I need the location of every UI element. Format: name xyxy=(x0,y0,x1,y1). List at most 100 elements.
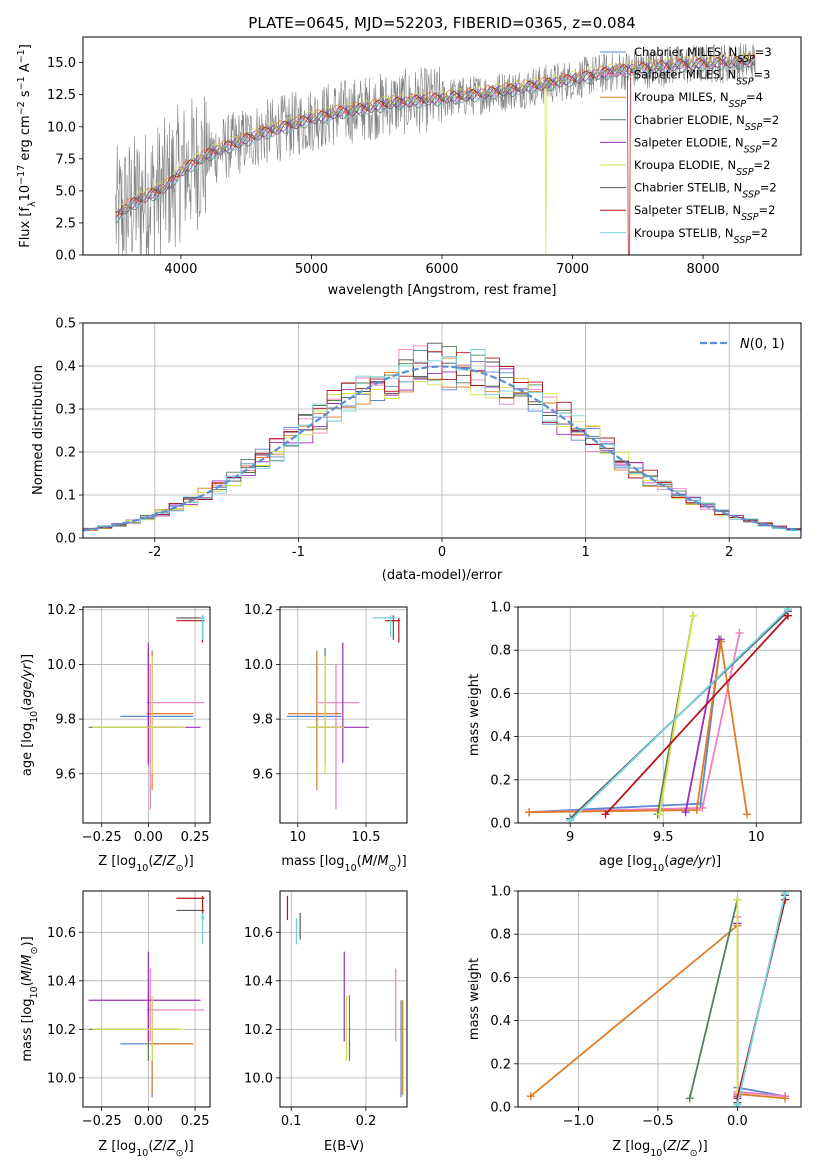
y-tick-label: 7.5 xyxy=(55,152,76,167)
y-tick-label: 0.4 xyxy=(490,730,511,745)
x-tick-label: 0.0 xyxy=(727,1114,748,1129)
weight-marker xyxy=(685,1094,694,1103)
x-tick-label: 0.25 xyxy=(181,830,210,845)
axes: 0.1 0.2 10.0 10.2 10.4 10.6 xyxy=(244,890,408,1129)
y-axis-label: mass [log10(M/M⊙)] xyxy=(20,936,40,1061)
y-tick-label: 10.6 xyxy=(244,926,273,941)
x-tick-label: 0 xyxy=(438,545,446,560)
weight-marker xyxy=(566,816,575,823)
legend-entry: Kroupa ELODIE, NSSP=2 xyxy=(634,158,771,178)
plot-area xyxy=(286,615,401,810)
y-tick-label: 0.8 xyxy=(490,928,511,943)
weight-marker xyxy=(525,808,534,817)
weight-marker xyxy=(692,806,701,815)
y-tick-label: 0.3 xyxy=(55,403,76,418)
y-tick-label: 0.1 xyxy=(55,489,76,504)
y-tick-label: 10.0 xyxy=(47,1071,76,1086)
legend-entry: Chabrier MILES, NSSP=3 xyxy=(634,45,772,65)
weight-marker xyxy=(526,1092,535,1101)
y-tick-label: 10.0 xyxy=(244,658,273,673)
y-axis-label: Normed distribution xyxy=(31,365,46,495)
x-tick-label: 0.2 xyxy=(356,1114,377,1129)
legend-entry: Kroupa MILES, NSSP=4 xyxy=(634,90,763,110)
observed-spectrum xyxy=(115,42,756,255)
y-tick-label: 10.2 xyxy=(47,603,76,618)
axes: 10 10.5 9.6 9.8 10.0 10.2 xyxy=(244,603,408,845)
grid xyxy=(518,890,801,1108)
y-tick-label: 10.4 xyxy=(47,974,76,989)
weight-line xyxy=(529,641,748,815)
y-tick-label: 0.2 xyxy=(55,446,76,461)
axes-frame xyxy=(82,322,802,539)
weight-marker xyxy=(655,810,664,819)
x-tick-label: −0.25 xyxy=(82,830,122,845)
axes-frame xyxy=(82,606,211,824)
y-tick-label: 15.0 xyxy=(47,56,76,71)
weight-line xyxy=(736,893,786,1105)
axes-frame xyxy=(82,36,802,256)
plot-area xyxy=(88,895,205,1098)
y-tick-label: 0.2 xyxy=(490,1057,511,1072)
y-tick-label: 0.4 xyxy=(55,360,76,375)
age-vs-metallicity-panel: −0.25 0.00 0.25 9.6 9.8 10.0 10.2 Z [log10(Z/Z⊙… xyxy=(20,603,211,874)
weight-marker xyxy=(783,607,792,614)
axes: 4000 5000 6000 7000 8000 0.0 2.5 5.0 7.5 10.0 12.5… xyxy=(47,36,802,277)
y-tick-label: 0.8 xyxy=(490,644,511,659)
y-axis-label: age [log10(age/yr)] xyxy=(20,654,40,776)
y-tick-label: 9.8 xyxy=(252,713,273,728)
plot-area xyxy=(525,607,792,823)
weight-marker xyxy=(689,611,698,620)
y-tick-label: 0.6 xyxy=(490,687,511,702)
y-tick-label: 9.6 xyxy=(252,767,273,782)
weight-marker xyxy=(743,810,752,819)
mass-vs-ebv-panel: 0.1 0.2 10.0 10.2 10.4 10.6 E(B-V) xyxy=(244,890,408,1154)
y-tick-label: 1.0 xyxy=(490,885,511,900)
gaussian-curve xyxy=(83,365,801,532)
x-tick-label: 10.5 xyxy=(352,830,381,845)
y-tick-label: 0.6 xyxy=(490,971,511,986)
weight-marker xyxy=(735,628,744,637)
y-tick-label: 10.0 xyxy=(47,120,76,135)
x-axis-label: age [log10(age/yr)] xyxy=(599,854,721,874)
legend-entry: Chabrier STELIB, NSSP=2 xyxy=(634,181,777,201)
weight-line xyxy=(658,615,694,815)
weight-line xyxy=(684,639,720,813)
x-tick-label: 10 xyxy=(748,830,765,845)
x-axis-label: Z [log10(Z/Z⊙)] xyxy=(98,1139,193,1159)
x-axis-label: Z [log10(Z/Z⊙)] xyxy=(98,854,193,874)
plot-area xyxy=(286,895,404,1098)
weight-marker xyxy=(601,810,610,819)
plot-area xyxy=(526,891,790,1107)
grid xyxy=(280,607,407,823)
legend-entry: Chabrier ELODIE, NSSP=2 xyxy=(634,113,779,133)
x-tick-label: −0.5 xyxy=(642,1114,674,1129)
y-tick-label: 0.0 xyxy=(55,532,76,547)
y-tick-label: 12.5 xyxy=(47,88,76,103)
grid xyxy=(280,891,407,1107)
x-axis-label: wavelength [Angstrom, rest frame] xyxy=(328,283,557,298)
legend-entry: N(0, 1) xyxy=(740,337,785,352)
model-spectrum-salpeter-stelib xyxy=(115,55,756,255)
legend-entry: Salpeter STELIB, NSSP=2 xyxy=(634,203,775,223)
x-tick-label: −0.25 xyxy=(82,1114,122,1129)
y-axis-label: Flux [fλ10−17 erg cm−2 s−1 A−1] xyxy=(16,44,38,248)
weight-line xyxy=(529,632,741,814)
figure-title: PLATE=0645, MJD=52203, FIBERID=0365, z=0… xyxy=(248,14,635,32)
x-tick-label: 9 xyxy=(566,830,574,845)
x-tick-label: 0.25 xyxy=(181,1114,210,1129)
axes: −0.25 0.00 0.25 10.0 10.2 10.4 10.6 xyxy=(47,890,211,1129)
age-vs-mass-panel: 10 10.5 9.6 9.8 10.0 10.2 mass [log10(M/M⊙)] xyxy=(244,603,408,874)
x-axis-label: Z [log10(Z/Z⊙)] xyxy=(612,1139,707,1159)
y-tick-label: 10.4 xyxy=(244,974,273,989)
weight-marker xyxy=(781,1094,790,1103)
x-tick-label: 6000 xyxy=(425,262,458,277)
weight-marker xyxy=(733,1100,742,1107)
plot-area xyxy=(115,42,756,255)
x-axis-label: E(B-V) xyxy=(324,1139,364,1154)
x-tick-label: 0.00 xyxy=(134,830,163,845)
weight-marker xyxy=(781,891,790,898)
axes: 9 9.5 10 0.0 0.2 0.4 0.6 0.8 1.0 xyxy=(490,601,802,845)
y-tick-label: 10.2 xyxy=(244,603,273,618)
weight-marker xyxy=(733,895,742,904)
y-tick-label: 10.6 xyxy=(47,926,76,941)
